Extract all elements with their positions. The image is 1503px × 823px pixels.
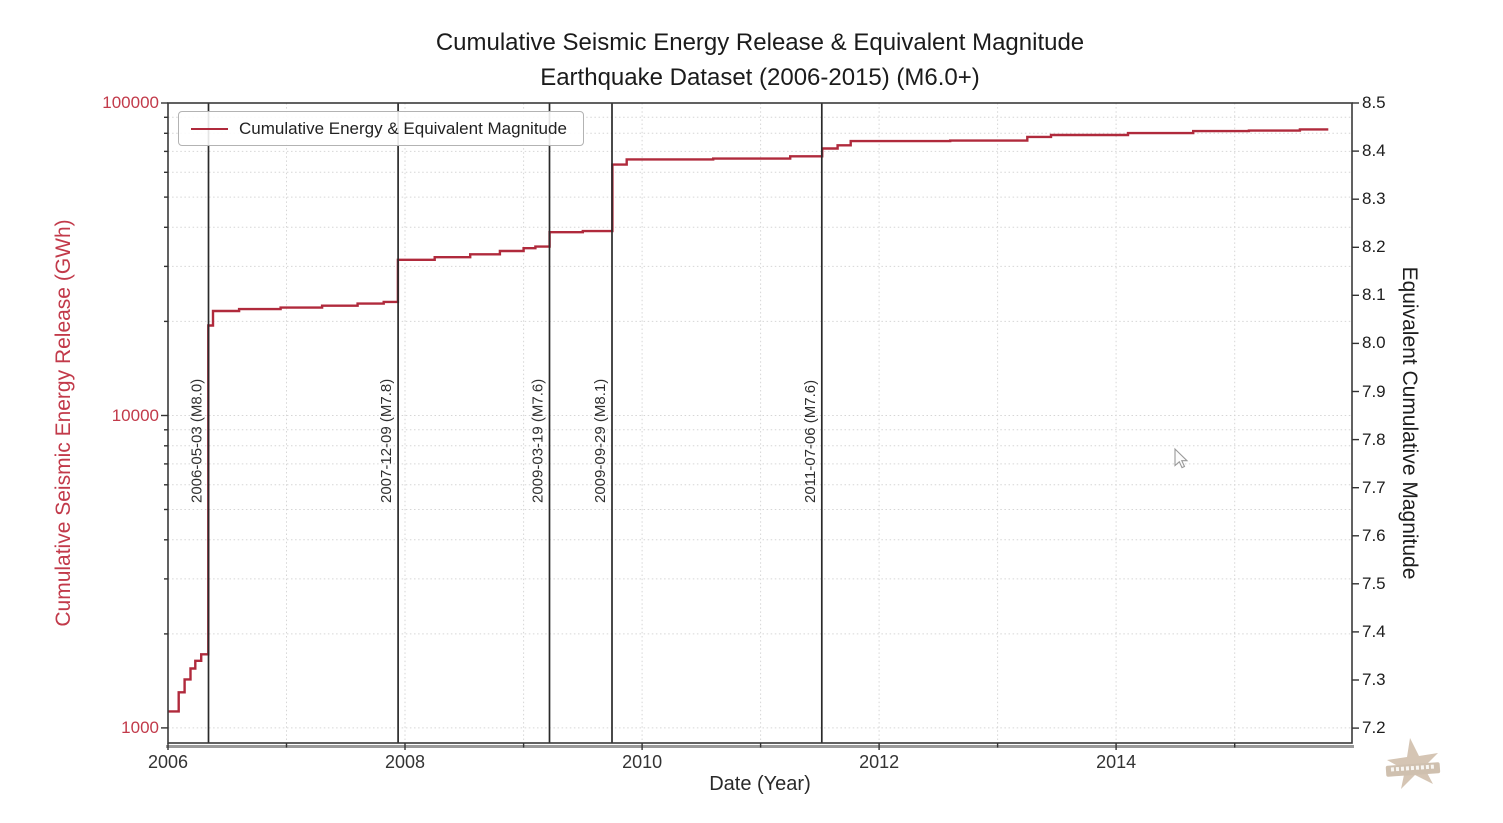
energy-step-line [168,128,1329,713]
event-label: 2007-12-09 (M7.8) [378,379,395,503]
event-label: 2011-07-06 (M7.6) [802,380,819,503]
axes-frame [167,102,1353,744]
legend-label: Cumulative Energy & Equivalent Magnitude [239,118,567,138]
mouse-cursor[interactable] [1174,447,1189,469]
legend-line-swatch [191,127,228,130]
event-label: 2009-09-29 (M8.1) [592,379,609,503]
legend[interactable]: Cumulative Energy & Equivalent Magnitude [178,111,584,146]
event-label: 2009-03-19 (M7.6) [530,379,547,503]
star-watermark-icon [1385,738,1441,789]
event-label: 2006-05-03 (M8.0) [189,379,206,503]
